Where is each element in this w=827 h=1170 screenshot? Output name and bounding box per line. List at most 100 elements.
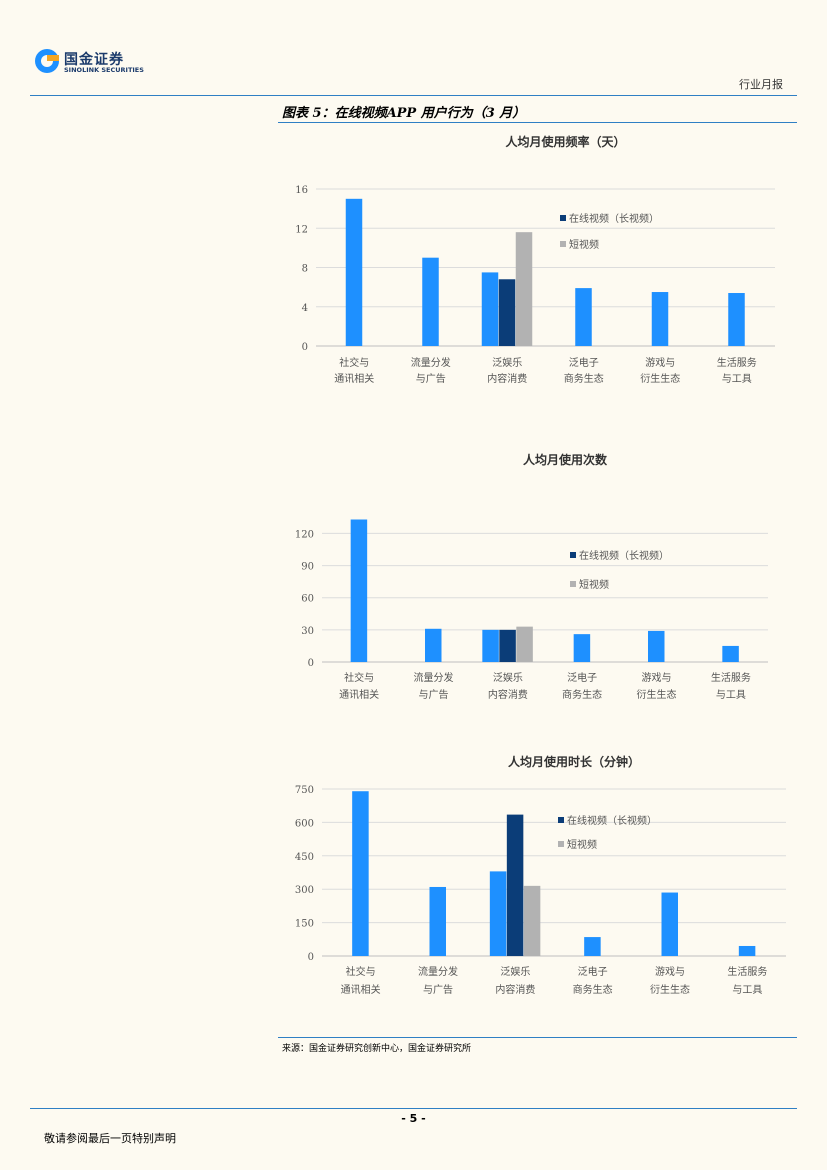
figure-title: 图表 5：在线视频APP 用户行为（3 月） [282,106,526,121]
x-category-label: 游戏与 [645,356,675,369]
logo-mark-icon [35,49,59,73]
legend-swatch [558,817,564,823]
x-category-label: 泛娱乐 [500,965,530,978]
legend-label: 短视频 [567,838,597,851]
x-category-label: 社交与 [346,965,376,978]
x-category-label: 衍生生态 [640,372,680,385]
x-category-label: 流量分发 [418,965,458,978]
x-category-label: 生活服务 [711,671,751,684]
footer-rule [30,1108,797,1109]
x-category-label: 通讯相关 [339,688,379,701]
bar [422,257,439,346]
bar [506,814,524,956]
x-category-label: 与工具 [716,689,746,701]
bar [498,279,516,346]
y-tick-label: 300 [295,885,314,896]
legend-label: 在线视频（长视频） [569,212,659,225]
legend-label: 在线视频（长视频） [567,814,657,827]
x-category-label: 商务生态 [564,372,604,385]
y-tick-label: 12 [295,224,308,235]
bar [425,628,442,662]
x-category-label: 衍生生态 [650,983,690,996]
bar [575,288,592,346]
bar [515,232,533,346]
bar [482,629,499,662]
bar [352,791,369,956]
y-tick-label: 60 [301,594,314,605]
bar [573,634,591,662]
bar [481,272,499,346]
x-category-label: 商务生态 [573,983,613,996]
page-number: - 5 - [401,1112,426,1125]
x-category-label: 泛娱乐 [493,671,523,684]
bar [661,892,678,956]
x-category-label: 与广告 [416,372,446,385]
x-category-label: 泛电子 [569,356,599,369]
legend-label: 在线视频（长视频） [579,549,669,562]
x-category-label: 商务生态 [562,688,602,701]
y-tick-label: 600 [295,818,314,829]
x-category-label: 内容消费 [487,372,527,385]
x-category-label: 与工具 [732,984,762,996]
bar [584,937,601,956]
x-category-label: 内容消费 [488,688,528,701]
bar [728,293,745,346]
x-category-label: 与广告 [419,688,449,701]
y-tick-label: 150 [295,919,314,930]
bar [489,871,507,956]
bar [523,885,541,956]
source-note: 来源：国金证券研究创新中心，国金证券研究所 [282,1044,472,1054]
bar [651,292,669,346]
x-category-label: 内容消费 [495,983,535,996]
y-tick-label: 30 [301,626,314,637]
y-tick-label: 750 [295,785,314,796]
x-category-label: 泛娱乐 [492,356,522,369]
bar [722,645,739,662]
x-category-label: 流量分发 [414,671,454,684]
x-category-label: 通讯相关 [341,983,381,996]
x-category-label: 泛电子 [567,671,597,684]
y-tick-label: 0 [308,658,314,669]
disclaimer-note: 敬请参阅最后一页特别声明 [44,1132,176,1145]
bar [738,945,756,956]
x-category-label: 与广告 [423,983,453,996]
logo-text-cn: 国金证券 [64,52,124,68]
y-tick-label: 4 [302,303,308,314]
chart-title: 人均月使用频率（天） [505,134,625,149]
x-category-label: 与工具 [722,373,752,385]
company-logo: 国金证券 SINOLINK SECURITIES [34,48,154,78]
y-tick-label: 0 [302,342,308,353]
y-tick-label: 120 [295,529,314,540]
bar [345,198,363,346]
x-category-label: 泛电子 [578,965,608,978]
x-category-label: 衍生生态 [637,688,677,701]
bar [648,630,665,662]
y-tick-label: 8 [302,264,308,275]
x-category-label: 社交与 [339,356,369,369]
legend-label: 短视频 [569,238,599,251]
x-category-label: 游戏与 [642,671,672,684]
legend-swatch [560,215,566,221]
chart-title: 人均月使用时长（分钟） [508,754,640,769]
x-category-label: 生活服务 [717,356,757,369]
chart-title: 人均月使用次数 [523,452,608,467]
x-category-label: 通讯相关 [334,372,374,385]
source-rule [278,1037,797,1038]
report-type: 行业月报 [739,78,783,91]
bar [429,886,446,956]
x-category-label: 游戏与 [655,965,685,978]
figure-title-rule [278,122,797,123]
y-tick-label: 16 [295,185,308,196]
legend-swatch [560,241,566,247]
legend-swatch [570,552,576,558]
x-category-label: 生活服务 [727,965,767,978]
legend-swatch [570,581,576,587]
y-tick-label: 450 [295,852,314,863]
bar [516,626,533,662]
bar [499,629,516,662]
y-tick-label: 0 [308,952,314,963]
